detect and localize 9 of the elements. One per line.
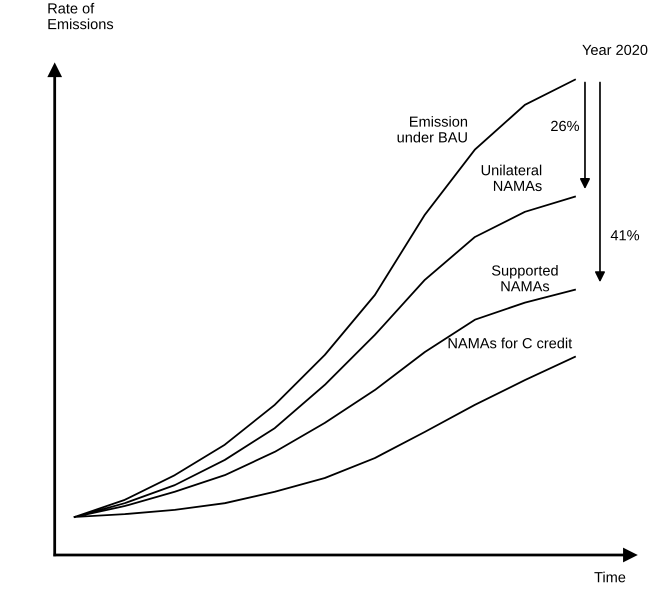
y-axis-title: Rate of Emissions — [48, 2, 114, 30]
series-label: Emission under BAU — [398, 116, 468, 142]
annotation: 41% — [610, 230, 640, 240]
text: Year 2020 — [582, 44, 648, 56]
x-axis-title: Time — [594, 572, 626, 582]
series-label: NAMAs for C credit — [448, 338, 572, 348]
series-label: Unilateral NAMAs — [482, 164, 542, 192]
annotation: 26% — [551, 120, 580, 132]
series-label: Supported NAMAs — [492, 264, 558, 292]
